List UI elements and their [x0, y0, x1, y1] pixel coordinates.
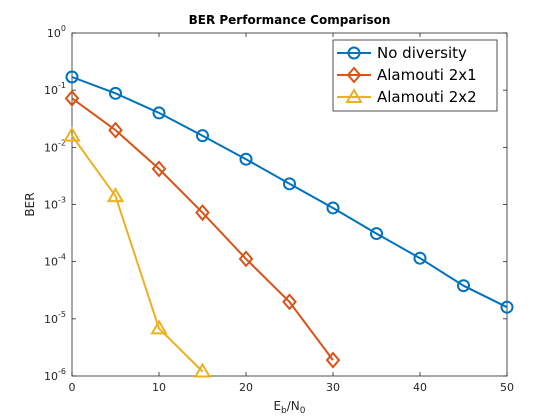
data-point-circle: [370, 227, 383, 241]
y-tick-base: 10: [44, 313, 58, 326]
y-tick-base: 10: [44, 84, 58, 97]
y-tick-exponent: 0: [61, 24, 66, 33]
y-axis-label: BER: [23, 192, 37, 216]
data-point-circle: [109, 86, 122, 100]
data-point-circle: [500, 300, 514, 314]
y-tick-label: 10-3: [44, 196, 66, 212]
y-tick-exponent: -1: [58, 81, 66, 90]
y-tick-base: 10: [44, 199, 58, 212]
chart-title: BER Performance Comparison: [189, 13, 391, 27]
x-axis-label-subscript-2: 0: [300, 406, 306, 416]
data-point-triangle: [193, 362, 212, 378]
legend-label: No diversity: [377, 44, 467, 62]
y-tick-label: 10-5: [44, 310, 66, 326]
data-point-triangle: [106, 187, 125, 203]
data-point-diamond: [151, 160, 167, 178]
series-alamouti-2x2: [63, 126, 212, 378]
y-tick-label: 10-4: [44, 253, 66, 269]
data-point-circle: [413, 251, 427, 265]
data-point-diamond: [325, 351, 341, 369]
series-line: [71, 97, 334, 361]
series-no-diversity: [65, 70, 514, 314]
data-point-circle: [283, 177, 296, 191]
x-axis-label: Eb/N0: [273, 399, 305, 416]
x-tick-label: 20: [239, 381, 253, 394]
y-tick-exponent: -3: [58, 196, 66, 205]
data-point-diamond: [346, 66, 362, 84]
legend-item: Alamouti 2x2: [337, 88, 477, 106]
x-axis-label-mid: /N: [287, 399, 300, 413]
data-point-circle: [65, 70, 79, 84]
series-alamouti-2x1: [64, 89, 341, 369]
data-point-diamond: [64, 89, 80, 107]
data-point-diamond: [195, 204, 210, 222]
series-line: [71, 135, 204, 373]
legend-label: Alamouti 2x2: [377, 88, 477, 106]
legend: No diversity Alamouti 2x1 Alamouti 2x2: [332, 39, 498, 112]
data-point-triangle: [63, 126, 81, 142]
data-point-triangle: [345, 88, 363, 103]
data-point-diamond: [108, 121, 123, 139]
legend-label: Alamouti 2x1: [377, 66, 477, 84]
y-tick-label: 10-2: [44, 138, 66, 154]
y-tick-exponent: -5: [58, 310, 66, 319]
y-tick-base: 10: [44, 141, 58, 154]
data-point-circle: [326, 201, 340, 215]
x-tick-label: 0: [69, 381, 76, 394]
y-tick-base: 10: [44, 370, 58, 383]
data-point-circle: [152, 106, 166, 120]
legend-item: No diversity: [337, 44, 467, 62]
y-tick-label: 10-1: [44, 81, 66, 97]
x-tick-label: 50: [500, 381, 514, 394]
legend-item: Alamouti 2x1: [337, 66, 477, 84]
y-tick-label: 10-6: [44, 367, 66, 383]
y-tick-label: 100: [47, 24, 66, 40]
data-point-circle: [457, 279, 470, 293]
x-tick-label: 30: [326, 381, 340, 394]
data-point-diamond: [282, 293, 297, 311]
x-tick-label: 40: [413, 381, 427, 394]
data-point-triangle: [150, 319, 168, 335]
y-tick-exponent: -4: [58, 253, 66, 262]
data-point-circle: [239, 152, 253, 166]
data-point-diamond: [238, 250, 254, 268]
y-tick-base: 10: [47, 27, 61, 40]
y-tick-base: 10: [44, 256, 58, 269]
data-point-circle: [347, 46, 361, 60]
x-axis-label-subscript-1: b: [281, 406, 287, 416]
data-point-circle: [196, 129, 209, 143]
series-layer: [63, 70, 514, 378]
y-tick-exponent: -6: [58, 367, 66, 376]
y-tick-exponent: -2: [58, 138, 66, 147]
x-tick-label: 10: [152, 381, 166, 394]
series-line: [71, 76, 508, 309]
